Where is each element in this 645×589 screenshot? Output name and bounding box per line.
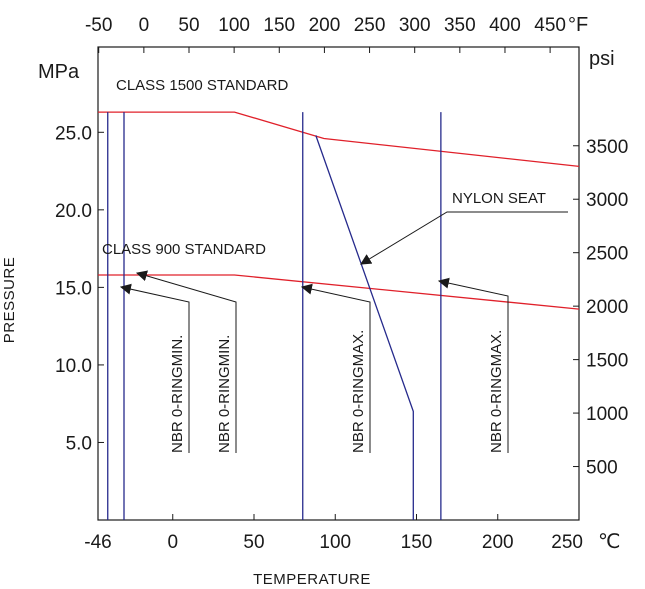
nbr-max-callout-2: NBR 0-RINGMAX. [437, 277, 509, 453]
y-right-tick-label: 3500 [586, 137, 628, 158]
x-bottom-unit: ℃ [598, 531, 620, 553]
nylon-seat-label: NYLON SEAT [452, 190, 546, 207]
series-line-class-1500-standard [98, 111, 580, 168]
nbr-max-leader-1 [300, 283, 371, 453]
nbr-max-label-2: NBR 0-RINGMAX. [488, 330, 505, 453]
y-left-tick-label: 15.0 [55, 278, 92, 299]
y-right-tick-label: 500 [586, 458, 618, 479]
nylon-seat-leader [360, 211, 568, 265]
x-bottom-tick-label: 150 [401, 532, 433, 553]
x-top-tick-label: 200 [309, 15, 341, 36]
nbr-min-callout-2: NBR 0-RINGMIN. [135, 270, 237, 453]
vline-layer [107, 112, 442, 520]
x-top-tick-label: 300 [399, 15, 431, 36]
class-900-label: CLASS 900 STANDARD [102, 241, 266, 258]
nbr-min-leader-1 [119, 283, 190, 453]
x-top-tick-label: 0 [139, 15, 150, 36]
series-line-nylon-seat [315, 135, 414, 520]
x-top-tick-label: 350 [444, 15, 476, 36]
x-bottom-tick-label: 200 [482, 532, 514, 553]
tick-layer: -46 0 50 100 150 200 250 -50 0 50 100 150 200 250 300 3… [55, 15, 628, 553]
x-bottom-tick-label: 50 [243, 532, 264, 553]
class-1500-label: CLASS 1500 STANDARD [116, 77, 288, 94]
x-top-tick-label: 450 [534, 15, 566, 36]
x-bottom-tick-label: 250 [551, 532, 583, 553]
nbr-max-label-1: NBR 0-RINGMAX. [350, 330, 367, 453]
y-right-unit: psi [589, 48, 615, 70]
x-top-tick-label: 400 [489, 15, 521, 36]
y-left-tick-label: 5.0 [66, 433, 92, 454]
nbr-min-callout-1: NBR 0-RINGMIN. [119, 283, 190, 453]
nbr-min-label-1: NBR 0-RINGMIN. [169, 335, 186, 453]
nbr-min-leader-2 [135, 270, 237, 453]
y-left-tick-label: 25.0 [55, 123, 92, 144]
y-left-tick-label: 20.0 [55, 201, 92, 222]
x-bottom-tick-label: -46 [84, 532, 111, 553]
x-top-tick-label: -50 [85, 15, 112, 36]
x-top-tick-label: 250 [354, 15, 386, 36]
x-axis-title: TEMPERATURE [253, 571, 371, 588]
y-left-unit: MPa [38, 61, 80, 83]
x-top-unit: °F [568, 14, 588, 36]
y-right-tick-label: 2000 [586, 297, 628, 318]
nbr-min-label-2: NBR 0-RINGMIN. [216, 335, 233, 453]
x-top-tick-label: 150 [263, 15, 295, 36]
x-top-tick-label: 100 [218, 15, 250, 36]
series-line-class-900-standard [98, 274, 580, 310]
y-right-tick-label: 1500 [586, 351, 628, 372]
y-right-tick-label: 3000 [586, 190, 628, 211]
y-left-tick-label: 10.0 [55, 356, 92, 377]
x-top-tick-label: 50 [178, 15, 199, 36]
y-right-tick-label: 1000 [586, 404, 628, 425]
y-axis-title: PRESSURE [1, 257, 18, 344]
plot-frame [97, 46, 580, 521]
y-right-tick-label: 2500 [586, 244, 628, 265]
x-bottom-tick-label: 100 [319, 532, 351, 553]
nbr-max-callout-1: NBR 0-RINGMAX. [300, 283, 371, 453]
series-layer [98, 111, 580, 520]
x-bottom-tick-label: 0 [167, 532, 178, 553]
nbr-max-leader-2 [437, 277, 509, 453]
